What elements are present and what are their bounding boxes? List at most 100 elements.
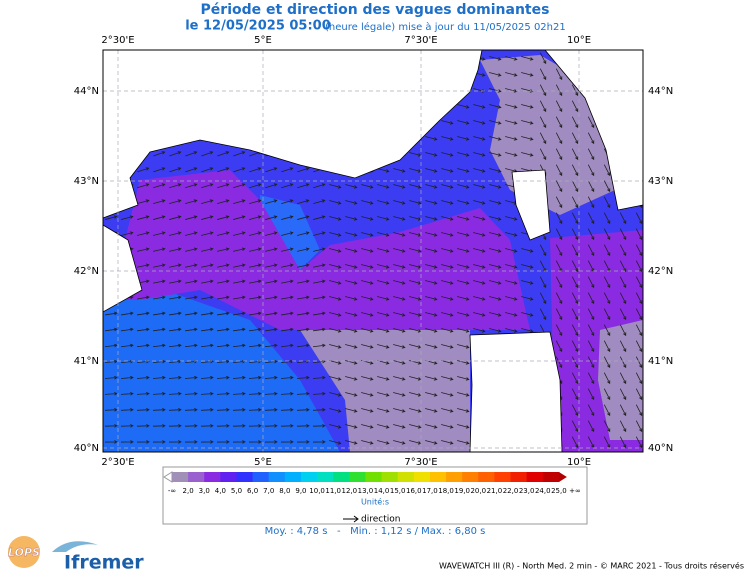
- colorbar-swatch: [172, 472, 189, 482]
- arrow: [571, 100, 579, 113]
- arrow: [393, 344, 406, 349]
- arrow: [555, 68, 563, 81]
- arrow: [473, 120, 486, 125]
- arrow: [104, 440, 118, 444]
- arrow: [265, 167, 278, 173]
- arrow: [201, 295, 214, 300]
- arrow: [312, 359, 326, 364]
- map-frame: [102, 49, 644, 453]
- arrow: [539, 244, 547, 257]
- arrow: [265, 231, 278, 236]
- arrow: [489, 104, 502, 109]
- map: [102, 49, 644, 453]
- arrow: [265, 199, 278, 205]
- arrow: [571, 324, 579, 337]
- arrow: [184, 424, 198, 428]
- lon-label: 10°E: [567, 35, 591, 46]
- arrow: [264, 359, 278, 364]
- arrow: [393, 440, 406, 445]
- lat-label: 42°N: [648, 266, 673, 277]
- arrow: [441, 152, 454, 157]
- arrow: [473, 104, 486, 109]
- arrow: [473, 264, 486, 269]
- colorbar-label: 6,0: [247, 487, 258, 495]
- arrow: [121, 231, 134, 236]
- arrow: [555, 196, 563, 209]
- arrow: [377, 312, 390, 317]
- arrow: [296, 359, 310, 364]
- arrow: [249, 263, 262, 268]
- arrow: [168, 359, 182, 364]
- arrow: [555, 148, 563, 161]
- date: le 12/05/2025 05:00: [185, 19, 331, 34]
- arrow: [184, 375, 198, 380]
- arrow: [281, 167, 294, 173]
- arrow: [635, 436, 643, 449]
- colorbar-label: 16,0: [406, 487, 422, 495]
- arrow: [184, 440, 198, 444]
- arrow: [249, 295, 262, 300]
- arrow: [105, 215, 118, 220]
- arrow: [217, 151, 230, 157]
- arrow: [153, 215, 166, 220]
- arrow: [201, 183, 214, 189]
- arrow: [297, 231, 310, 236]
- arrow: [345, 216, 358, 221]
- arrow: [539, 308, 547, 321]
- arrow: [409, 248, 422, 253]
- colorbar-swatch: [236, 472, 254, 482]
- arrow: [345, 360, 358, 365]
- arrow: [233, 183, 246, 189]
- arrow: [489, 56, 502, 61]
- arrow: [521, 152, 534, 157]
- land: [469, 331, 563, 453]
- arrow: [603, 356, 611, 369]
- arrow: [603, 164, 611, 177]
- arrow: [152, 408, 166, 412]
- arrow: [457, 200, 470, 205]
- arrow: [377, 248, 390, 253]
- footer: WAVEWATCH III (R) - North Med. 2 min - ©…: [439, 561, 744, 571]
- arrow: [603, 228, 611, 241]
- direction-label: direction: [361, 515, 400, 525]
- arrow: [587, 292, 595, 305]
- colorbar-swatch: [268, 472, 286, 482]
- arrow: [297, 199, 310, 205]
- arrow: [104, 391, 118, 396]
- colorbar-label: 25,0: [551, 487, 567, 495]
- lat-label: 40°N: [648, 443, 673, 454]
- arrow: [121, 215, 134, 220]
- arrow: [345, 264, 358, 269]
- arrow: [473, 296, 486, 301]
- arrow: [377, 216, 390, 221]
- arrow: [521, 296, 534, 301]
- arrow: [521, 104, 534, 109]
- arrow: [216, 424, 230, 428]
- arrow: [232, 391, 246, 396]
- arrow: [280, 343, 294, 348]
- arrow: [619, 324, 627, 337]
- lat-label: 41°N: [648, 356, 673, 367]
- arrow: [329, 280, 342, 285]
- colorbar-label: 11,0: [325, 487, 341, 495]
- colorbar-label: 8,0: [279, 487, 290, 495]
- arrow: [393, 216, 406, 221]
- arrow: [619, 308, 627, 321]
- arrow: [153, 311, 166, 316]
- arrow: [169, 279, 182, 284]
- arrow: [216, 343, 230, 348]
- colorbar-label: 7,0: [263, 487, 274, 495]
- arrow: [377, 232, 390, 237]
- arrow: [409, 408, 422, 413]
- arrow: [201, 215, 214, 220]
- arrow: [587, 356, 595, 369]
- arrow: [521, 248, 534, 253]
- arrow: [280, 408, 294, 412]
- arrow: [265, 327, 278, 332]
- sea-zone: [103, 285, 340, 452]
- arrow: [105, 311, 118, 316]
- arrow: [169, 151, 182, 157]
- arrow: [425, 408, 438, 413]
- arrow: [345, 232, 358, 237]
